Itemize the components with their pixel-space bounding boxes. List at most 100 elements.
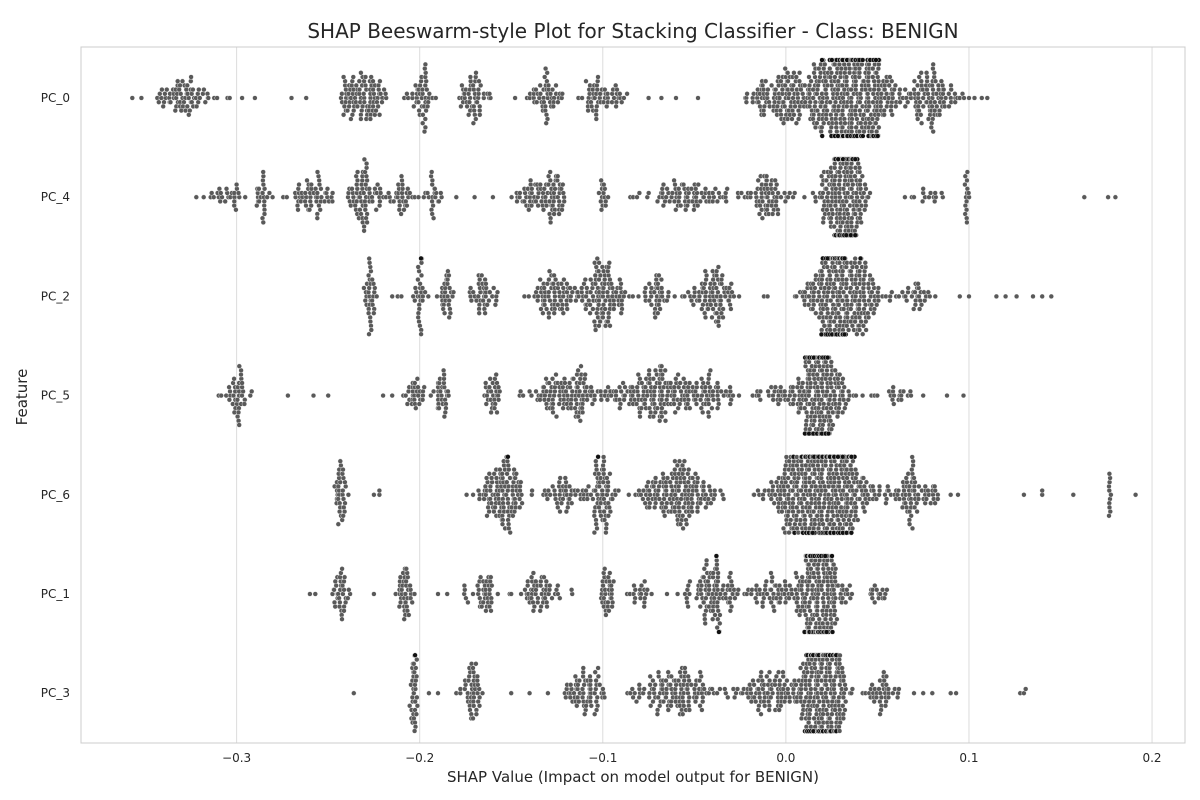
shap-point-pc-5 <box>533 388 539 395</box>
shap-point-pc-5 <box>597 388 604 395</box>
shap-point-pc-1 <box>776 582 783 589</box>
shap-point-pc-5 <box>236 422 242 428</box>
shap-point-pc-4 <box>404 203 410 209</box>
shap-point-pc-2 <box>475 293 481 300</box>
shap-point-pc-2 <box>875 285 882 291</box>
shap-point-pc-6 <box>485 504 491 511</box>
shap-point-pc-6 <box>876 483 883 490</box>
shap-point-pc-0 <box>179 78 186 84</box>
shap-point-pc-0 <box>860 133 866 139</box>
shap-point-pc-2 <box>860 323 867 329</box>
shap-point-pc-2 <box>857 255 864 262</box>
shap-point-pc-6 <box>906 521 913 527</box>
shap-point-pc-0 <box>658 95 665 101</box>
shap-point-pc-5 <box>843 401 849 407</box>
shap-point-pc-2 <box>727 302 733 308</box>
shap-point-pc-5 <box>566 380 573 386</box>
shap-point-pc-4 <box>364 161 370 167</box>
shap-point-pc-5 <box>604 397 611 403</box>
shap-point-pc-6 <box>852 467 859 473</box>
shap-point-pc-6 <box>697 500 704 506</box>
shap-point-pc-5 <box>710 388 716 395</box>
shap-point-pc-6 <box>505 488 511 494</box>
shap-point-pc-6 <box>550 483 556 490</box>
shap-point-pc-4 <box>348 203 354 209</box>
shap-point-pc-4 <box>660 203 667 209</box>
shap-point-pc-2 <box>447 285 453 291</box>
shap-point-pc-5 <box>639 380 645 386</box>
shap-point-pc-0 <box>865 107 871 114</box>
shap-point-pc-5 <box>686 380 693 386</box>
shap-point-pc-4 <box>438 190 444 196</box>
shap-point-pc-4 <box>843 198 850 205</box>
shap-point-pc-6 <box>1107 475 1113 481</box>
shap-point-pc-0 <box>197 95 203 101</box>
shap-point-pc-6 <box>848 483 855 490</box>
shap-point-pc-2 <box>840 289 847 295</box>
shap-point-pc-6 <box>345 492 352 498</box>
shap-point-pc-1 <box>610 578 617 585</box>
shap-point-pc-6 <box>883 496 890 502</box>
shap-point-pc-6 <box>870 483 876 490</box>
shap-point-pc-4 <box>535 203 541 209</box>
shap-point-pc-1 <box>345 595 351 601</box>
shap-point-pc-2 <box>916 306 923 312</box>
shap-point-pc-1 <box>644 587 650 593</box>
shap-point-pc-6 <box>794 454 800 460</box>
shap-point-pc-2 <box>546 268 553 274</box>
shap-point-pc-0 <box>467 74 474 80</box>
shap-point-pc-4 <box>317 207 323 213</box>
shap-point-pc-0 <box>791 70 797 76</box>
shap-point-pc-1 <box>631 599 638 606</box>
shap-point-pc-5 <box>757 388 764 395</box>
shap-point-pc-2 <box>715 264 722 270</box>
shap-point-pc-0 <box>673 95 679 101</box>
shap-point-pc-4 <box>759 215 766 221</box>
shap-point-pc-6 <box>1106 471 1113 477</box>
shap-point-pc-2 <box>862 260 868 266</box>
shap-point-pc-6 <box>340 488 346 494</box>
shap-point-pc-2 <box>854 331 860 337</box>
shap-point-pc-5 <box>662 409 668 416</box>
shap-point-pc-5 <box>723 388 729 395</box>
shap-point-pc-0 <box>916 74 922 80</box>
shap-point-pc-2 <box>656 272 662 279</box>
shap-point-pc-6 <box>779 509 785 515</box>
shap-point-pc-5 <box>633 401 640 407</box>
shap-point-pc-5 <box>658 397 665 403</box>
shap-point-pc-0 <box>176 86 182 93</box>
shap-point-pc-0 <box>930 61 936 68</box>
shap-point-pc-4 <box>902 194 908 200</box>
shap-point-pc-0 <box>873 120 879 126</box>
shap-point-pc-0 <box>433 95 439 101</box>
shap-point-pc-2 <box>655 310 661 316</box>
shap-point-pc-5 <box>839 380 845 386</box>
shap-point-pc-2 <box>1030 293 1036 300</box>
shap-point-pc-1 <box>461 582 468 589</box>
shap-point-pc-5 <box>845 388 852 395</box>
shap-point-pc-2 <box>418 331 424 337</box>
shap-point-pc-4 <box>861 190 867 196</box>
shap-point-pc-6 <box>569 500 575 506</box>
shap-point-pc-6 <box>903 504 910 511</box>
shap-point-pc-1 <box>701 574 707 580</box>
shap-point-pc-0 <box>790 82 796 89</box>
shap-point-pc-2 <box>860 331 866 337</box>
shap-point-pc-0 <box>957 95 963 101</box>
shap-point-pc-0 <box>785 78 791 84</box>
shap-point-pc-0 <box>819 57 825 63</box>
shap-point-pc-2 <box>564 281 570 287</box>
shap-point-pc-4 <box>636 190 643 196</box>
shap-point-pc-4 <box>307 198 313 205</box>
shap-point-pc-0 <box>843 74 850 80</box>
shap-point-pc-4 <box>233 207 239 213</box>
shap-point-pc-6 <box>585 483 592 490</box>
shap-point-pc-6 <box>818 471 825 477</box>
shap-point-pc-2 <box>412 298 418 304</box>
shap-point-pc-0 <box>835 107 841 114</box>
shap-point-pc-1 <box>762 582 769 589</box>
shap-point-pc-2 <box>665 289 672 295</box>
shap-point-pc-4 <box>361 156 368 163</box>
shap-point-pc-0 <box>695 95 701 101</box>
shap-point-pc-4 <box>684 203 690 209</box>
